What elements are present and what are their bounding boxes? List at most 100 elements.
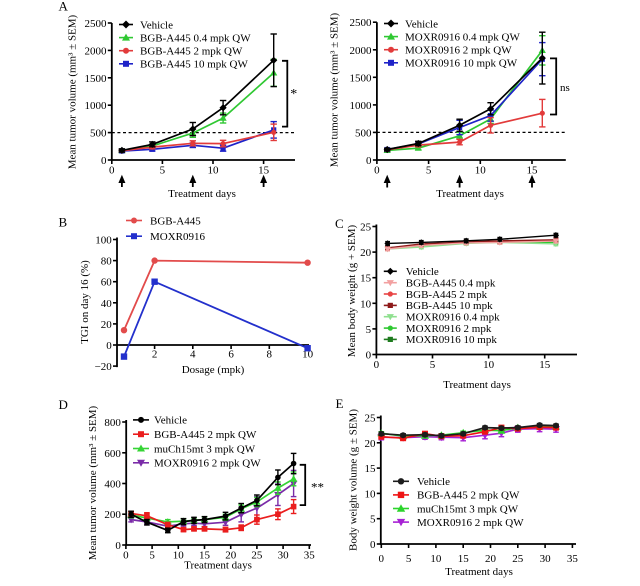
svg-text:5: 5 <box>430 359 436 371</box>
svg-text:10: 10 <box>302 349 314 361</box>
svg-text:500: 500 <box>355 127 372 139</box>
svg-text:15: 15 <box>365 463 377 475</box>
svg-text:25: 25 <box>365 413 377 425</box>
svg-text:5: 5 <box>406 553 412 565</box>
svg-text:20: 20 <box>485 553 497 565</box>
svg-text:25: 25 <box>512 553 524 565</box>
svg-text:BGB-A445 10 mpk QW: BGB-A445 10 mpk QW <box>140 59 248 71</box>
svg-text:2000: 2000 <box>85 45 108 57</box>
svg-text:20: 20 <box>101 319 113 331</box>
svg-text:0: 0 <box>101 155 107 167</box>
svg-text:−20: −20 <box>95 361 113 373</box>
svg-text:2000: 2000 <box>350 45 373 57</box>
svg-text:10: 10 <box>173 550 185 562</box>
svg-text:*: * <box>290 87 297 102</box>
svg-text:0: 0 <box>379 553 385 565</box>
svg-text:400: 400 <box>104 479 121 491</box>
svg-text:C: C <box>335 216 344 231</box>
svg-text:15: 15 <box>527 165 539 177</box>
svg-text:0: 0 <box>109 165 115 177</box>
svg-text:15: 15 <box>258 165 270 177</box>
svg-text:10: 10 <box>483 359 495 371</box>
svg-text:Vehicle: Vehicle <box>417 476 450 488</box>
svg-text:15: 15 <box>360 273 372 285</box>
svg-text:muCh15mt 3 mpk QW: muCh15mt 3 mpk QW <box>417 503 519 515</box>
svg-text:BGB-A445 2 mpk: BGB-A445 2 mpk <box>406 289 488 301</box>
svg-text:0: 0 <box>370 539 376 551</box>
svg-text:5: 5 <box>149 550 155 562</box>
svg-text:0: 0 <box>123 550 129 562</box>
svg-text:35: 35 <box>304 550 316 562</box>
svg-text:BGB-A445 10 mpk: BGB-A445 10 mpk <box>406 300 493 312</box>
svg-text:Mean tumor volume (mm³ ± SEM): Mean tumor volume (mm³ ± SEM) <box>329 12 341 167</box>
svg-text:15: 15 <box>458 553 470 565</box>
svg-text:Vehicle: Vehicle <box>406 266 439 278</box>
svg-text:BGB-A445 2 mpk QW: BGB-A445 2 mpk QW <box>140 46 243 58</box>
svg-text:MOXR0916 2 mpk QW: MOXR0916 2 mpk QW <box>154 458 261 470</box>
svg-text:Vehicle: Vehicle <box>140 19 173 31</box>
svg-text:10: 10 <box>475 165 487 177</box>
svg-text:1500: 1500 <box>85 73 108 85</box>
svg-text:500: 500 <box>90 128 107 140</box>
svg-text:2500: 2500 <box>85 18 108 30</box>
svg-text:25: 25 <box>360 222 372 234</box>
svg-text:20: 20 <box>225 550 237 562</box>
svg-text:MOXR0916 10 mpk: MOXR0916 10 mpk <box>406 334 498 346</box>
svg-text:BGB-A445: BGB-A445 <box>150 215 201 227</box>
svg-text:1500: 1500 <box>350 72 373 84</box>
svg-text:5: 5 <box>366 324 372 336</box>
svg-text:10: 10 <box>430 553 442 565</box>
svg-text:Treatment days: Treatment days <box>184 560 252 572</box>
svg-text:35: 35 <box>567 553 579 565</box>
svg-text:Body weight volume (g ± SEM): Body weight volume (g ± SEM) <box>348 409 360 551</box>
svg-text:0: 0 <box>374 359 380 371</box>
svg-text:D: D <box>59 397 68 412</box>
svg-text:Vehicle: Vehicle <box>405 18 438 30</box>
svg-text:MOXR0916 2 mpk: MOXR0916 2 mpk <box>406 323 492 335</box>
svg-text:20: 20 <box>365 438 377 450</box>
svg-text:Treatment days: Treatment days <box>436 188 504 200</box>
svg-text:800: 800 <box>104 417 121 429</box>
svg-text:5: 5 <box>370 514 376 526</box>
svg-text:MOXR0916 10 mpk QW: MOXR0916 10 mpk QW <box>405 58 518 70</box>
svg-text:10: 10 <box>365 488 377 500</box>
svg-text:**: ** <box>311 480 324 495</box>
svg-text:B: B <box>59 215 68 230</box>
svg-text:MOXR0916: MOXR0916 <box>150 231 206 243</box>
svg-text:0: 0 <box>115 540 121 552</box>
svg-text:100: 100 <box>95 235 112 247</box>
svg-text:30: 30 <box>540 553 552 565</box>
svg-text:TGI on day 16 (%): TGI on day 16 (%) <box>79 260 91 344</box>
svg-text:BGB-A445 0.4 mpk: BGB-A445 0.4 mpk <box>406 278 496 290</box>
svg-text:A: A <box>59 0 69 14</box>
svg-text:MOXR0916 0.4 mpk: MOXR0916 0.4 mpk <box>406 312 500 324</box>
svg-text:BGB-A445 2 mpk QW: BGB-A445 2 mpk QW <box>154 429 257 441</box>
svg-text:0: 0 <box>366 350 372 362</box>
svg-text:0: 0 <box>366 155 372 167</box>
svg-text:MOXR0916 0.4 mpk QW: MOXR0916 0.4 mpk QW <box>405 31 521 43</box>
svg-text:5: 5 <box>426 165 432 177</box>
svg-text:30: 30 <box>278 550 290 562</box>
svg-text:0: 0 <box>374 165 380 177</box>
svg-text:MOXR0916 2 mpk QW: MOXR0916 2 mpk QW <box>405 45 512 57</box>
svg-text:10: 10 <box>360 298 372 310</box>
svg-text:Treatment days: Treatment days <box>443 379 511 391</box>
svg-text:Treatment days: Treatment days <box>445 566 513 578</box>
svg-text:6: 6 <box>228 349 234 361</box>
svg-text:200: 200 <box>104 509 121 521</box>
svg-text:ns: ns <box>560 82 570 94</box>
svg-text:15: 15 <box>539 359 551 371</box>
svg-text:Mean tumor volume (mm³ ± SEM): Mean tumor volume (mm³ ± SEM) <box>87 405 99 560</box>
svg-text:Vehicle: Vehicle <box>154 415 187 427</box>
svg-text:10: 10 <box>208 165 220 177</box>
svg-text:15: 15 <box>199 550 211 562</box>
svg-text:1000: 1000 <box>85 100 108 112</box>
svg-text:1000: 1000 <box>350 100 373 112</box>
svg-text:2: 2 <box>152 349 158 361</box>
svg-text:BGB-A445 0.4 mpk QW: BGB-A445 0.4 mpk QW <box>140 32 251 44</box>
svg-text:8: 8 <box>267 349 273 361</box>
svg-text:0: 0 <box>106 340 112 352</box>
svg-text:4: 4 <box>190 349 196 361</box>
svg-text:40: 40 <box>101 298 113 310</box>
svg-text:60: 60 <box>101 277 113 289</box>
